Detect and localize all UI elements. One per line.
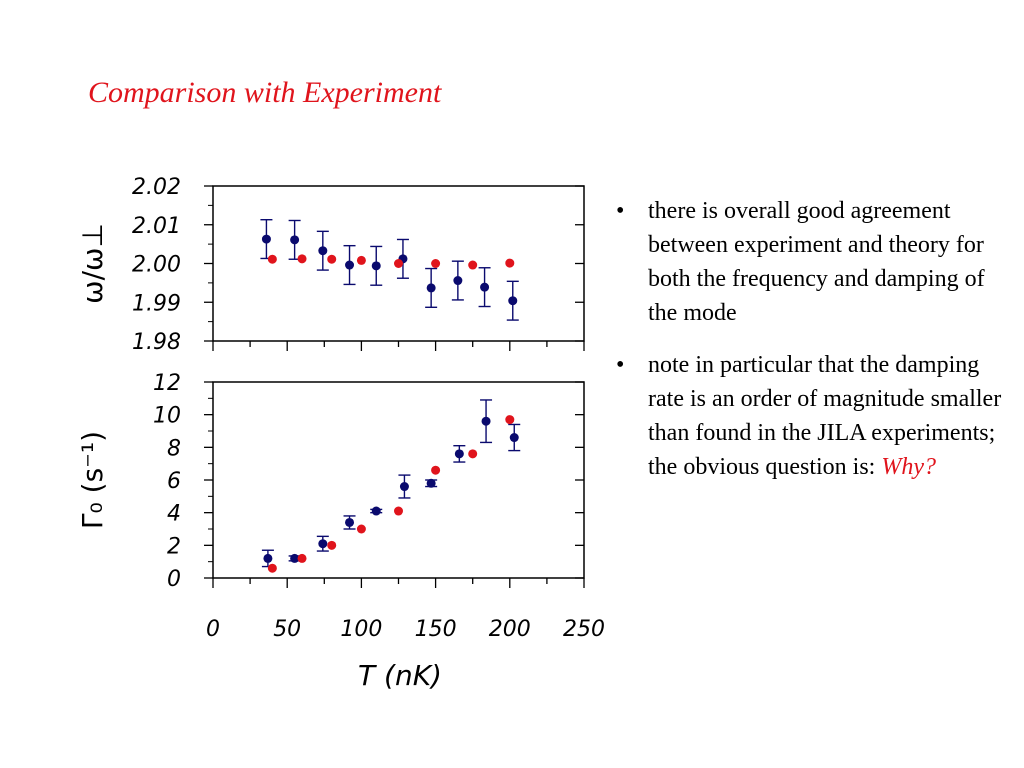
experiment-point	[426, 283, 436, 293]
theory-point	[468, 260, 478, 270]
experiment-point	[318, 246, 328, 256]
x-tick-label: 150	[415, 617, 457, 642]
experiment-point	[508, 296, 518, 306]
y-tick-label: 0	[167, 567, 181, 592]
bullet-text: note in particular that the damping rate…	[648, 352, 1002, 480]
experiment-point	[345, 517, 355, 527]
theory-point	[267, 563, 277, 573]
y-tick-label: 4	[167, 502, 181, 527]
theory-point	[431, 259, 441, 268]
y-tick-label: 6	[167, 469, 181, 494]
theory-point	[327, 254, 337, 264]
theory-point	[267, 254, 277, 264]
y-tick-label: 1.99	[132, 291, 181, 316]
theory-point	[327, 540, 337, 550]
bullet-item: • there is overall good agreement betwee…	[616, 194, 1006, 330]
why-highlight: Why?	[881, 454, 936, 480]
theory-point	[431, 465, 441, 475]
slide-title: Comparison with Experiment	[88, 76, 442, 109]
bullet-item: • note in particular that the damping ra…	[616, 348, 1006, 484]
bullet-text: there is overall good agreement between …	[648, 198, 985, 326]
theory-point	[356, 255, 366, 265]
x-axis-label: T (nK)	[358, 659, 442, 692]
y-tick-label: 2.01	[132, 214, 181, 239]
experiment-point	[263, 553, 273, 563]
experiment-point	[318, 539, 328, 549]
x-tick-label: 200	[489, 617, 531, 642]
experiment-point	[480, 282, 490, 292]
experiment-point	[290, 553, 300, 563]
experiment-point	[453, 276, 463, 286]
plot-frame	[212, 381, 585, 579]
experiment-point	[371, 506, 381, 516]
experiment-point	[261, 234, 271, 244]
x-tick-label: 50	[273, 617, 301, 642]
bullet-glyph: •	[616, 198, 625, 224]
experiment-point	[290, 235, 300, 245]
experiment-point	[454, 449, 464, 459]
theory-point	[297, 254, 307, 264]
frequency-panel: 2.02 2.01 2.00 1.99 1.98 ω/ω⊥	[76, 175, 585, 355]
y-tick-label: 12	[153, 371, 181, 396]
experiment-point	[426, 478, 436, 488]
theory-point	[356, 524, 366, 534]
x-tick-label: 250	[563, 617, 605, 642]
theory-point	[394, 259, 403, 268]
y-tick-label: 1.98	[132, 330, 181, 355]
experiment-point	[399, 482, 409, 492]
y-tick-label: 2.00	[132, 253, 181, 278]
experiment-point	[371, 261, 381, 271]
x-tick-label: 0	[206, 617, 220, 642]
bullet-glyph: •	[616, 352, 625, 378]
experiment-point	[345, 260, 355, 270]
shared-x-axis: 0 50 100 150 200 250 T (nK)	[206, 617, 605, 692]
theory-point	[505, 258, 515, 268]
theory-point	[297, 553, 307, 563]
experiment-point	[509, 433, 519, 443]
bullet-list: • there is overall good agreement betwee…	[616, 194, 1006, 502]
experiment-point	[481, 416, 491, 426]
y-axis-label: Γ₀ (s⁻¹)	[76, 431, 109, 529]
theory-point	[468, 449, 478, 459]
theory-point	[505, 415, 515, 425]
y-axis-label: ω/ω⊥	[76, 223, 109, 304]
y-tick-label: 2.02	[132, 175, 181, 200]
theory-point	[394, 506, 403, 516]
y-tick-label: 8	[167, 436, 181, 461]
x-tick-label: 100	[340, 617, 382, 642]
y-tick-label: 10	[153, 404, 181, 429]
y-tick-label: 2	[167, 534, 181, 559]
damping-panel: 12 10 8 6 4 2 0 Γ₀ (s⁻¹)	[76, 371, 585, 592]
